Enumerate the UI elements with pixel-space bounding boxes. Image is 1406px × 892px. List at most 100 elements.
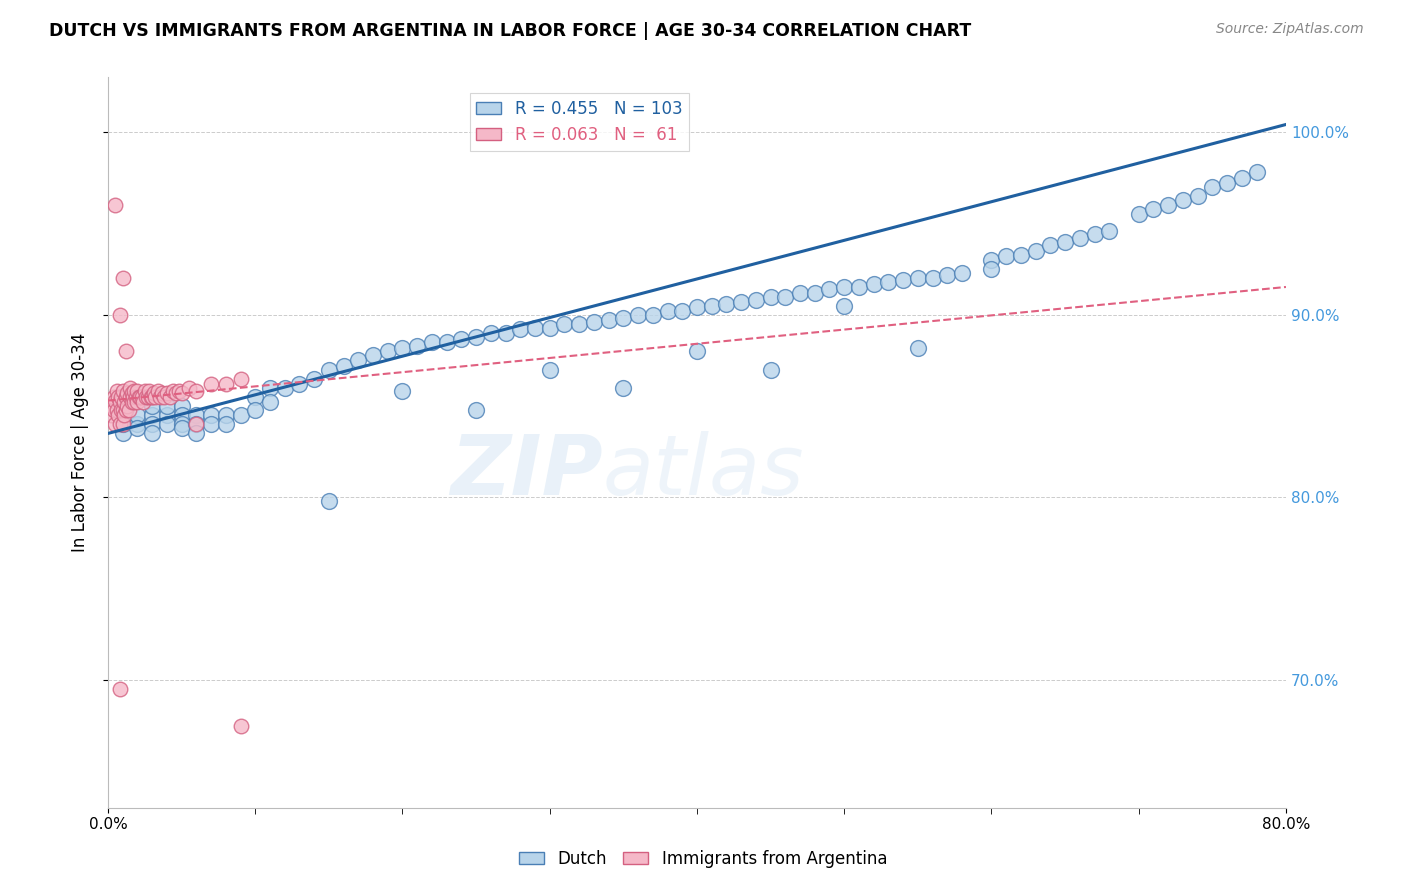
Point — [745, 293, 768, 308]
Point — [170, 810, 193, 824]
Point — [980, 262, 1002, 277]
Point — [134, 384, 156, 399]
Point — [167, 384, 190, 399]
Point — [153, 390, 176, 404]
Point — [1187, 189, 1209, 203]
Point — [156, 408, 179, 422]
Point — [538, 362, 561, 376]
Point — [115, 399, 138, 413]
Point — [146, 384, 169, 399]
Point — [200, 408, 222, 422]
Point — [121, 386, 143, 401]
Point — [114, 402, 136, 417]
Point — [127, 417, 149, 432]
Point — [1083, 227, 1105, 242]
Point — [229, 372, 252, 386]
Point — [170, 408, 193, 422]
Point — [1054, 235, 1077, 249]
Point — [120, 381, 142, 395]
Point — [215, 408, 238, 422]
Point — [141, 390, 163, 404]
Point — [1216, 177, 1239, 191]
Point — [332, 359, 354, 373]
Point — [789, 285, 811, 300]
Point — [420, 335, 443, 350]
Point — [127, 395, 149, 409]
Point — [288, 377, 311, 392]
Point — [1201, 180, 1223, 194]
Point — [950, 266, 973, 280]
Text: ZIP: ZIP — [450, 431, 603, 512]
Point — [121, 395, 143, 409]
Point — [612, 311, 634, 326]
Point — [148, 390, 170, 404]
Point — [229, 718, 252, 732]
Point — [995, 249, 1018, 263]
Point — [170, 386, 193, 401]
Point — [108, 308, 131, 322]
Point — [759, 362, 782, 376]
Point — [406, 339, 429, 353]
Point — [1069, 231, 1091, 245]
Point — [186, 417, 208, 432]
Point — [921, 271, 943, 285]
Point — [105, 402, 128, 417]
Text: DUTCH VS IMMIGRANTS FROM ARGENTINA IN LABOR FORCE | AGE 30-34 CORRELATION CHART: DUTCH VS IMMIGRANTS FROM ARGENTINA IN LA… — [49, 22, 972, 40]
Point — [318, 362, 340, 376]
Point — [104, 393, 127, 408]
Point — [229, 408, 252, 422]
Point — [114, 344, 136, 359]
Point — [832, 280, 855, 294]
Point — [103, 402, 125, 417]
Point — [671, 304, 693, 318]
Point — [1128, 207, 1150, 221]
Point — [1157, 198, 1180, 212]
Point — [108, 395, 131, 409]
Point — [980, 252, 1002, 267]
Point — [302, 372, 325, 386]
Point — [495, 326, 517, 340]
Point — [111, 271, 134, 285]
Point — [127, 384, 149, 399]
Point — [100, 408, 122, 422]
Point — [112, 408, 135, 422]
Point — [259, 395, 281, 409]
Point — [104, 417, 127, 432]
Point — [391, 341, 413, 355]
Point — [159, 390, 181, 404]
Point — [553, 317, 575, 331]
Point — [245, 402, 267, 417]
Point — [186, 417, 208, 432]
Point — [259, 381, 281, 395]
Legend: Dutch, Immigrants from Argentina: Dutch, Immigrants from Argentina — [512, 844, 894, 875]
Point — [200, 417, 222, 432]
Point — [245, 390, 267, 404]
Point — [1230, 170, 1253, 185]
Point — [110, 402, 132, 417]
Point — [1171, 193, 1194, 207]
Point — [129, 390, 152, 404]
Point — [936, 268, 959, 282]
Text: Source: ZipAtlas.com: Source: ZipAtlas.com — [1216, 22, 1364, 37]
Point — [377, 344, 399, 359]
Point — [108, 417, 131, 432]
Point — [105, 384, 128, 399]
Point — [627, 308, 650, 322]
Point — [657, 304, 679, 318]
Point — [141, 399, 163, 413]
Point — [215, 417, 238, 432]
Point — [143, 390, 166, 404]
Point — [186, 408, 208, 422]
Point — [479, 326, 502, 340]
Point — [1142, 202, 1164, 216]
Point — [186, 384, 208, 399]
Point — [131, 390, 153, 404]
Point — [125, 390, 148, 404]
Point — [108, 681, 131, 696]
Point — [124, 384, 146, 399]
Point — [101, 399, 124, 413]
Point — [818, 282, 841, 296]
Point — [215, 377, 238, 392]
Point — [450, 331, 472, 345]
Point — [700, 299, 723, 313]
